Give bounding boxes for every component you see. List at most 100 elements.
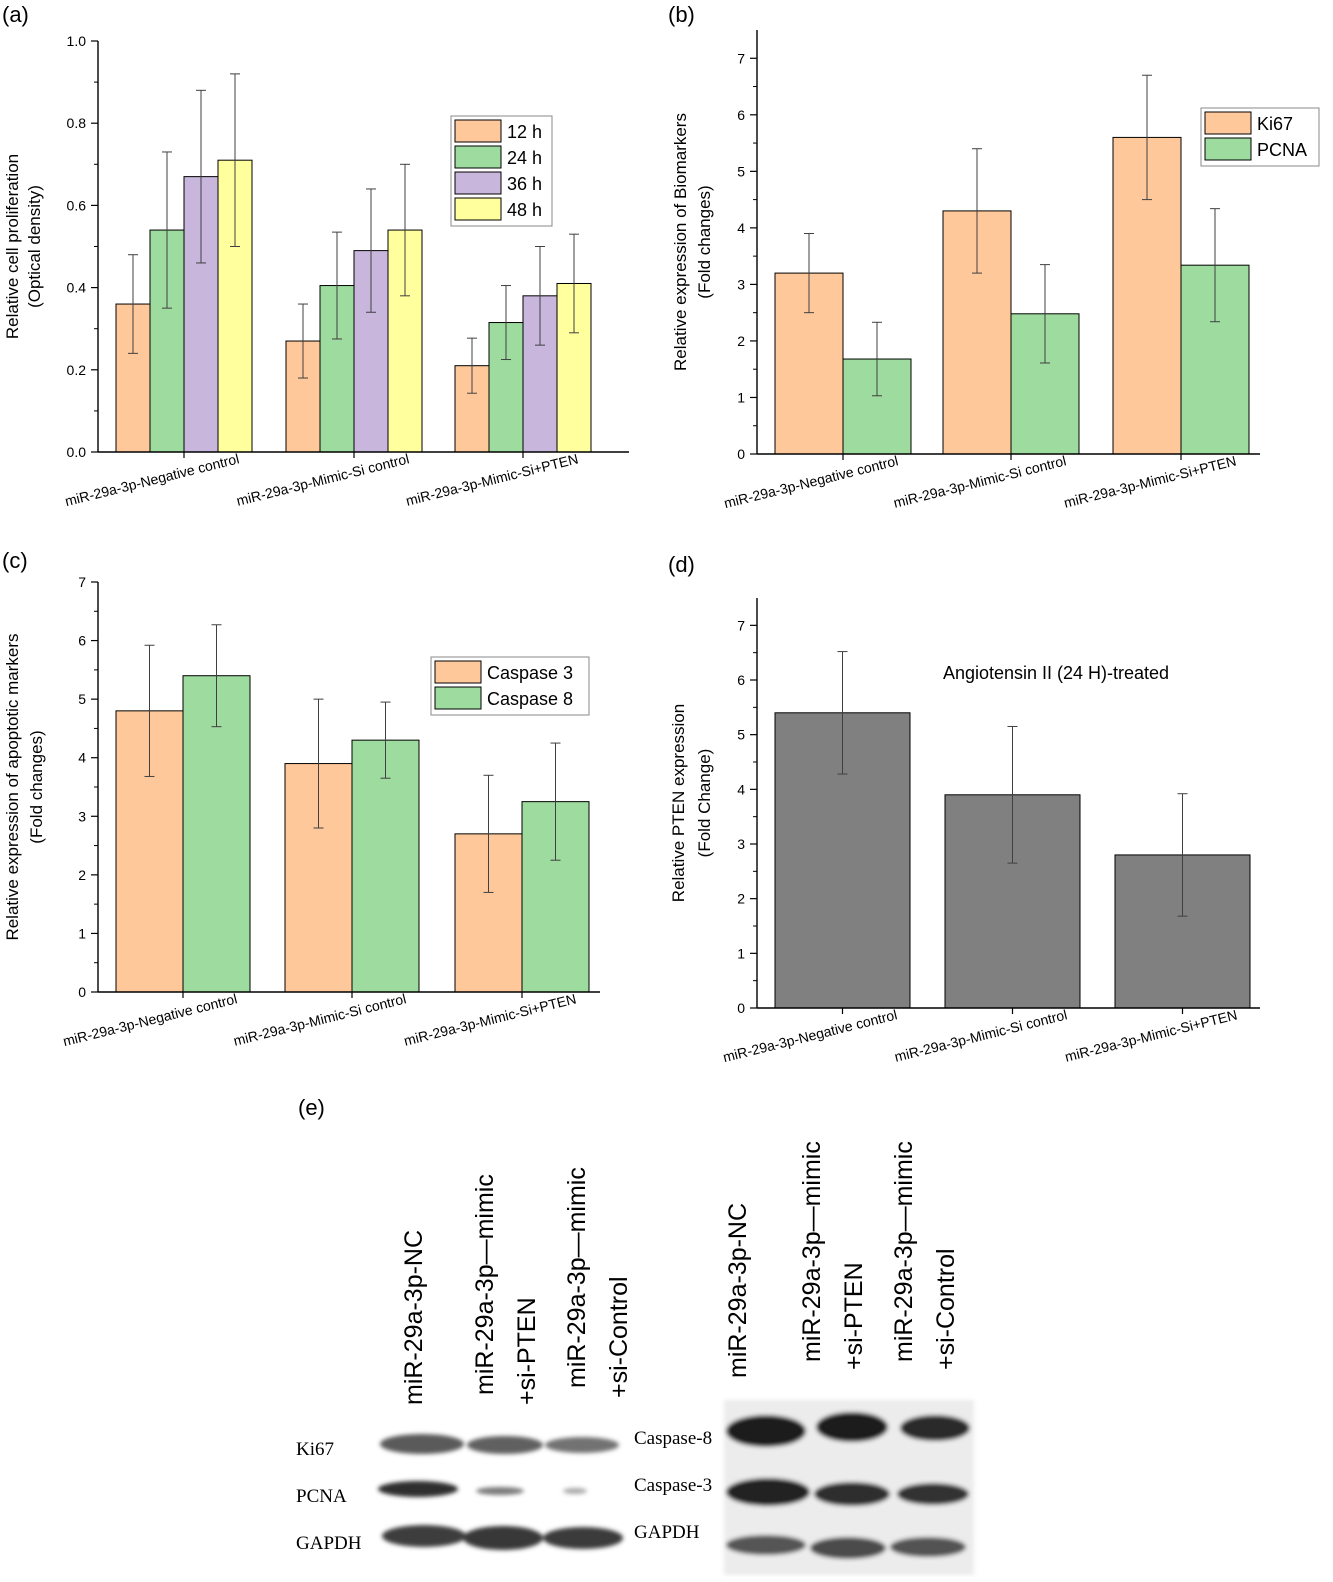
errorbar-c-s0-g2 [483, 774, 494, 893]
band-gapdh-right-lane2 [810, 1537, 886, 1559]
legend-label-a-2: 36 h [507, 174, 542, 194]
x-category-label-a-2: miR-29a-3p-Mimic-Si+PTEN [404, 450, 580, 508]
errorbar-a-s2-g0 [196, 89, 206, 264]
band-ki67-lane3 [545, 1437, 619, 1453]
y-tick-label-a-3: 0.6 [67, 197, 87, 213]
left-lane-2-label-line2: +si-PTEN [513, 1297, 541, 1405]
y-tick-label-b-3: 3 [737, 276, 745, 292]
legend-c: Caspase 3 Caspase 8 [430, 656, 590, 716]
legend-a: 12 h 24 h 36 h 48 h [450, 115, 553, 227]
errorbar-a-s2-g2 [535, 246, 545, 346]
y-tick-label-c-5: 5 [78, 691, 86, 707]
left-lane-3-label-line1: miR-29a-3p—mimic [563, 1167, 591, 1388]
errorbar-a-s1-g0 [162, 151, 172, 309]
left-lane-2-label-line1: miR-29a-3p—mimic [471, 1174, 499, 1395]
legend-label-a-1: 24 h [507, 148, 542, 168]
panel-label-e: (e) [298, 1095, 325, 1120]
legend-swatch-a-1 [454, 145, 502, 169]
y-axis-label-a: Relative cell proliferation [3, 154, 22, 339]
y-axis-label-b: Relative expression of Biomarkers [671, 113, 690, 371]
errorbar-c-s1-g1 [380, 701, 391, 779]
legend-label-c-1: Caspase 8 [487, 689, 573, 709]
x-category-label-a-1: miR-29a-3p-Mimic-Si control [235, 450, 411, 508]
x-category-label-c-2: miR-29a-3p-Mimic-Si+PTEN [402, 990, 578, 1048]
band-ki67-lane2 [467, 1436, 543, 1454]
chart-panel-d: Angiotensin II (24 H)-treated 0 1 2 3 4 5 6 7 mi… [669, 598, 1260, 1065]
y-tick-label-b-4: 4 [737, 220, 745, 236]
legend-swatch-b-1 [1204, 137, 1252, 161]
y-tick-label-d-2: 2 [737, 891, 745, 907]
band-caspase3-lane3 [897, 1483, 969, 1505]
y-tick-label-c-3: 3 [78, 808, 86, 824]
y-tick-label-b-7: 7 [737, 50, 745, 66]
y-tick-label-a-0: 0.0 [67, 444, 87, 460]
panel-label-a: (a) [2, 2, 29, 27]
y-tick-label-b-5: 5 [737, 163, 745, 179]
errorbar-a-s3-g1 [400, 163, 410, 297]
panel-label-d: (d) [668, 552, 695, 577]
errorbar-c-s0-g0 [144, 644, 155, 777]
x-category-label-b-1: miR-29a-3p-Mimic-Si control [892, 452, 1068, 510]
errorbar-a-s0-g0 [128, 254, 138, 354]
errorbar-b-s0-g1 [972, 148, 982, 274]
band-caspase3-lane2 [814, 1482, 890, 1506]
errorbar-b-s1-g2 [1210, 208, 1220, 323]
y-tick-label-d-6: 6 [737, 672, 745, 688]
errorbar-a-s2-g1 [366, 188, 376, 313]
x-category-label-d-2: miR-29a-3p-Mimic-Si+PTEN [1063, 1006, 1239, 1064]
errorbar-d-s0-g2 [1177, 793, 1188, 917]
band-gapdh-left-lane3 [543, 1527, 623, 1549]
y-tick-label-b-2: 2 [737, 333, 745, 349]
y-tick-label-a-4: 0.8 [67, 115, 87, 131]
chart-d-annotation: Angiotensin II (24 H)-treated [943, 663, 1169, 683]
band-gapdh-right-lane3 [890, 1537, 966, 1557]
y-tick-label-a-5: 1.0 [67, 33, 87, 49]
band-caspase8-lane1 [726, 1415, 806, 1447]
y-axis-label2-b: (Fold changes) [695, 185, 714, 298]
blot-panel-e: (e) miR-29a-3p-NC miR-29a-3p—mimic +si-P… [296, 1095, 974, 1575]
y-axis-label2-c: (Fold changes) [27, 730, 46, 843]
y-axis-label-d: Relative PTEN expression [669, 704, 688, 902]
y-axis-label2-a: (Optical density) [25, 185, 44, 308]
right-lane-3-label-line1: miR-29a-3p—mimic [890, 1141, 918, 1362]
y-tick-label-d-1: 1 [737, 945, 745, 961]
legend-swatch-c-0 [434, 660, 482, 684]
legend-label-a-3: 48 h [507, 200, 542, 220]
band-pcna-lane2 [476, 1487, 524, 1495]
errorbar-a-s3-g2 [569, 233, 579, 334]
legend-swatch-a-0 [454, 119, 502, 143]
errorbar-b-s0-g2 [1142, 74, 1152, 201]
errorbar-b-s0-g0 [804, 233, 814, 314]
x-category-label-c-1: miR-29a-3p-Mimic-Si control [232, 990, 408, 1048]
y-tick-label-d-7: 7 [737, 617, 745, 633]
y-tick-label-b-0: 0 [737, 446, 745, 462]
band-caspase3-lane1 [726, 1478, 810, 1506]
band-ki67-lane1 [380, 1434, 464, 1454]
errorbar-a-s1-g1 [332, 231, 342, 340]
left-lane-labels: miR-29a-3p-NC miR-29a-3p—mimic +si-PTEN … [400, 1167, 633, 1405]
left-blot-bands [378, 1434, 623, 1550]
y-axis-label-c: Relative expression of apoptotic markers [3, 633, 22, 940]
errorbar-c-s0-g1 [313, 698, 324, 829]
errorbar-c-s1-g0 [211, 624, 222, 728]
y-tick-label-d-4: 4 [737, 781, 745, 797]
errorbar-b-s1-g1 [1040, 264, 1050, 364]
right-lane-2-label-line2: +si-PTEN [840, 1262, 868, 1370]
legend-swatch-c-1 [434, 686, 482, 710]
y-tick-label-c-2: 2 [78, 867, 86, 883]
chart-panel-a: 0.0 0.2 0.4 0.6 0.8 1.0 miR-29a-3p-Negative co… [3, 33, 629, 509]
panel-label-b: (b) [668, 2, 695, 27]
y-tick-label-c-6: 6 [78, 633, 86, 649]
errorbar-a-s3-g0 [230, 73, 240, 247]
legend-swatch-a-3 [454, 197, 502, 221]
blot-row-label-caspase8: Caspase-8 [634, 1428, 712, 1449]
right-blot-bands [724, 1400, 974, 1575]
legend-b: Ki67 PCNA [1200, 107, 1320, 167]
bar-c-s1-g0 [182, 675, 251, 993]
right-lane-labels: miR-29a-3p-NC miR-29a-3p—mimic +si-PTEN … [724, 1141, 960, 1378]
band-gapdh-left-lane1 [382, 1525, 466, 1547]
y-tick-label-b-6: 6 [737, 107, 745, 123]
band-caspase8-lane3 [900, 1415, 970, 1441]
